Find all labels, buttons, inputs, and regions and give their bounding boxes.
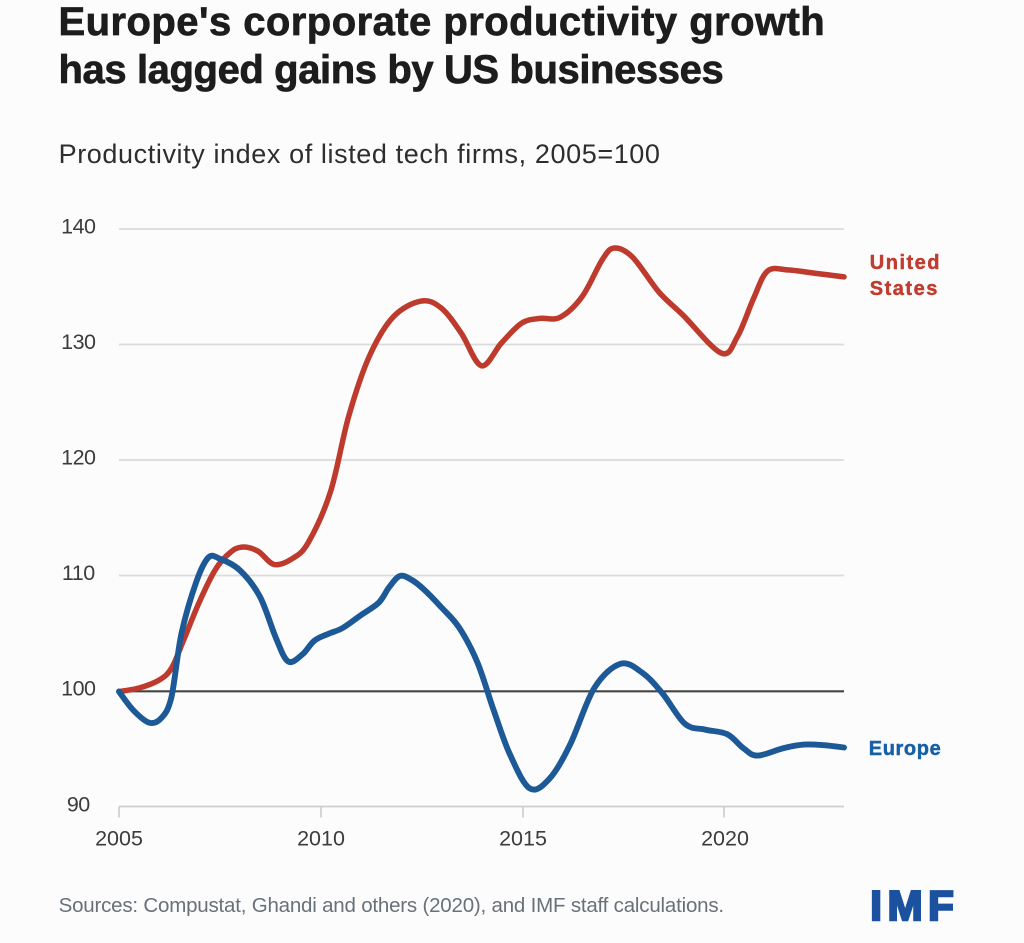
svg-text:110: 110 [62, 561, 95, 585]
svg-text:120: 120 [61, 446, 96, 470]
svg-text:2010: 2010 [297, 826, 345, 850]
svg-text:2015: 2015 [499, 826, 547, 850]
svg-text:2005: 2005 [95, 826, 143, 850]
svg-text:2020: 2020 [701, 826, 749, 850]
svg-text:90: 90 [67, 793, 90, 817]
svg-text:100: 100 [61, 677, 96, 701]
svg-text:140: 140 [61, 215, 96, 239]
svg-text:130: 130 [61, 330, 96, 354]
